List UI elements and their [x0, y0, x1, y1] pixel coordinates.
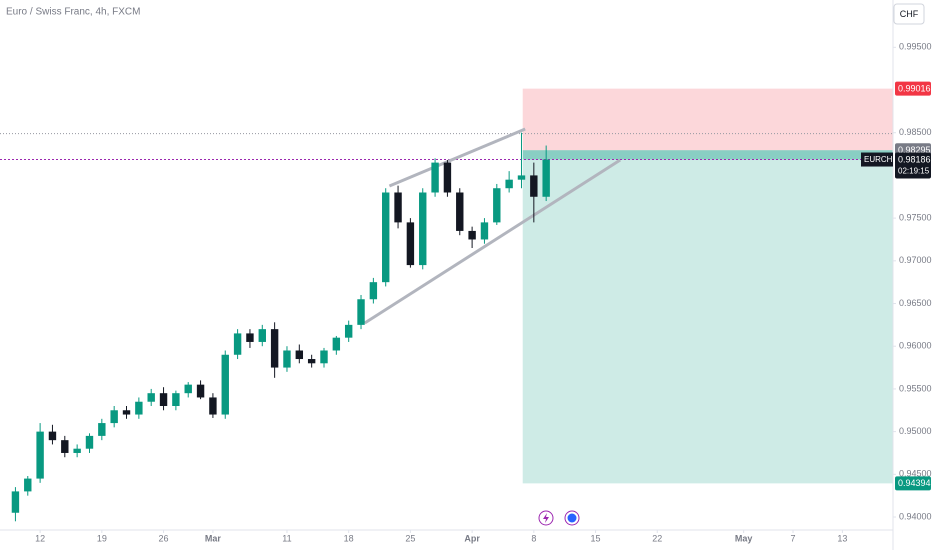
- x-tick-label: 13: [837, 533, 847, 543]
- y-tick-label: 0.97500: [899, 212, 932, 222]
- candle-body: [357, 299, 365, 325]
- y-tick-label: 0.95500: [899, 383, 932, 393]
- y-tick-label: 0.99500: [899, 42, 932, 52]
- x-tick-label: 7: [791, 533, 796, 543]
- candle-body: [172, 393, 180, 406]
- candle-body: [517, 175, 526, 180]
- candle-body: [61, 440, 69, 453]
- chart-title: Euro / Swiss Franc, 4h, FXCM: [6, 7, 140, 18]
- x-tick-label: 26: [159, 533, 169, 543]
- y-tick-label: 0.95000: [899, 426, 932, 436]
- candle-body: [246, 333, 254, 342]
- candle-body: [24, 478, 32, 492]
- candle-body: [505, 179, 513, 189]
- candle-body: [419, 192, 427, 266]
- candle-body: [406, 222, 415, 266]
- x-tick-label: Apr: [464, 533, 480, 543]
- y-tick-label: 0.98500: [899, 127, 932, 137]
- open-pnl-zone: [522, 150, 893, 160]
- y-tick-label: 0.96500: [899, 298, 932, 308]
- x-tick-label: 19: [97, 533, 107, 543]
- candle-body: [159, 393, 168, 406]
- stop-zone: [522, 88, 893, 151]
- candle-body: [110, 410, 118, 424]
- candle-body: [221, 354, 229, 415]
- candle-body: [270, 329, 279, 368]
- candle-body: [468, 230, 476, 240]
- candle-body: [369, 282, 378, 300]
- entry-badge-label: 0.98295: [898, 145, 931, 155]
- stop-badge: [895, 81, 931, 96]
- candle-body: [443, 162, 452, 193]
- candle-body: [147, 393, 155, 402]
- currency-button[interactable]: [893, 3, 925, 25]
- candle-body: [48, 431, 57, 441]
- candle-body: [382, 192, 390, 283]
- trendline: [363, 158, 622, 325]
- candle-body: [122, 410, 131, 415]
- event-icon-glyph: [567, 513, 577, 523]
- event-icon-glyph: [543, 513, 549, 523]
- currency-label[interactable]: CHF: [900, 9, 919, 19]
- y-tick-label: 0.94500: [899, 469, 932, 479]
- x-tick-label: 12: [35, 533, 45, 543]
- candle-body: [456, 192, 464, 231]
- candle-body: [431, 162, 439, 193]
- x-tick-label: Mar: [205, 533, 222, 543]
- candle-body: [283, 350, 291, 368]
- candle-body: [394, 192, 402, 223]
- x-tick-label: 11: [282, 533, 291, 543]
- candle-body: [332, 337, 341, 351]
- last-price-label: 0.98186: [898, 154, 931, 164]
- candle-body: [307, 359, 316, 364]
- plot-area: [0, 88, 893, 522]
- candle-body: [320, 350, 328, 364]
- x-tick-label: 18: [344, 533, 354, 543]
- y-tick-label: 0.96000: [899, 341, 932, 351]
- y-tick-label: 0.94000: [899, 511, 932, 521]
- candle-body: [85, 435, 94, 449]
- candle-body: [344, 324, 353, 338]
- x-tick-label: 15: [591, 533, 601, 543]
- candle-body: [36, 431, 44, 479]
- candle-body: [98, 423, 106, 436]
- candle-body: [530, 175, 538, 197]
- candle-body: [295, 350, 304, 360]
- candle-body: [480, 222, 489, 240]
- x-tick-label: 25: [405, 533, 415, 543]
- candle-body: [493, 188, 501, 223]
- x-tick-label: May: [735, 533, 753, 543]
- countdown-label: 02:19:15: [898, 167, 930, 176]
- trendline: [388, 127, 526, 188]
- last-price-badge: [895, 152, 931, 179]
- target-zone: [522, 150, 893, 484]
- x-tick-label: 8: [531, 533, 536, 543]
- candle-body: [209, 397, 217, 415]
- candle-body: [542, 159, 550, 197]
- candle-body: [135, 401, 143, 415]
- y-tick-label: 0.97000: [899, 255, 932, 265]
- candle-body: [196, 384, 205, 398]
- candle-body: [11, 491, 20, 513]
- stop-badge-label: 0.99016: [898, 84, 931, 94]
- candle-body: [233, 333, 242, 355]
- symbol-badge: [861, 152, 893, 167]
- candle-body: [73, 448, 81, 453]
- target-badge: [895, 476, 931, 491]
- x-tick-label: 22: [652, 533, 662, 543]
- target-badge-label: 0.94394: [898, 478, 931, 488]
- candle-body: [258, 329, 266, 342]
- candle-body: [184, 384, 192, 394]
- symbol-label: EURCHF: [864, 155, 897, 164]
